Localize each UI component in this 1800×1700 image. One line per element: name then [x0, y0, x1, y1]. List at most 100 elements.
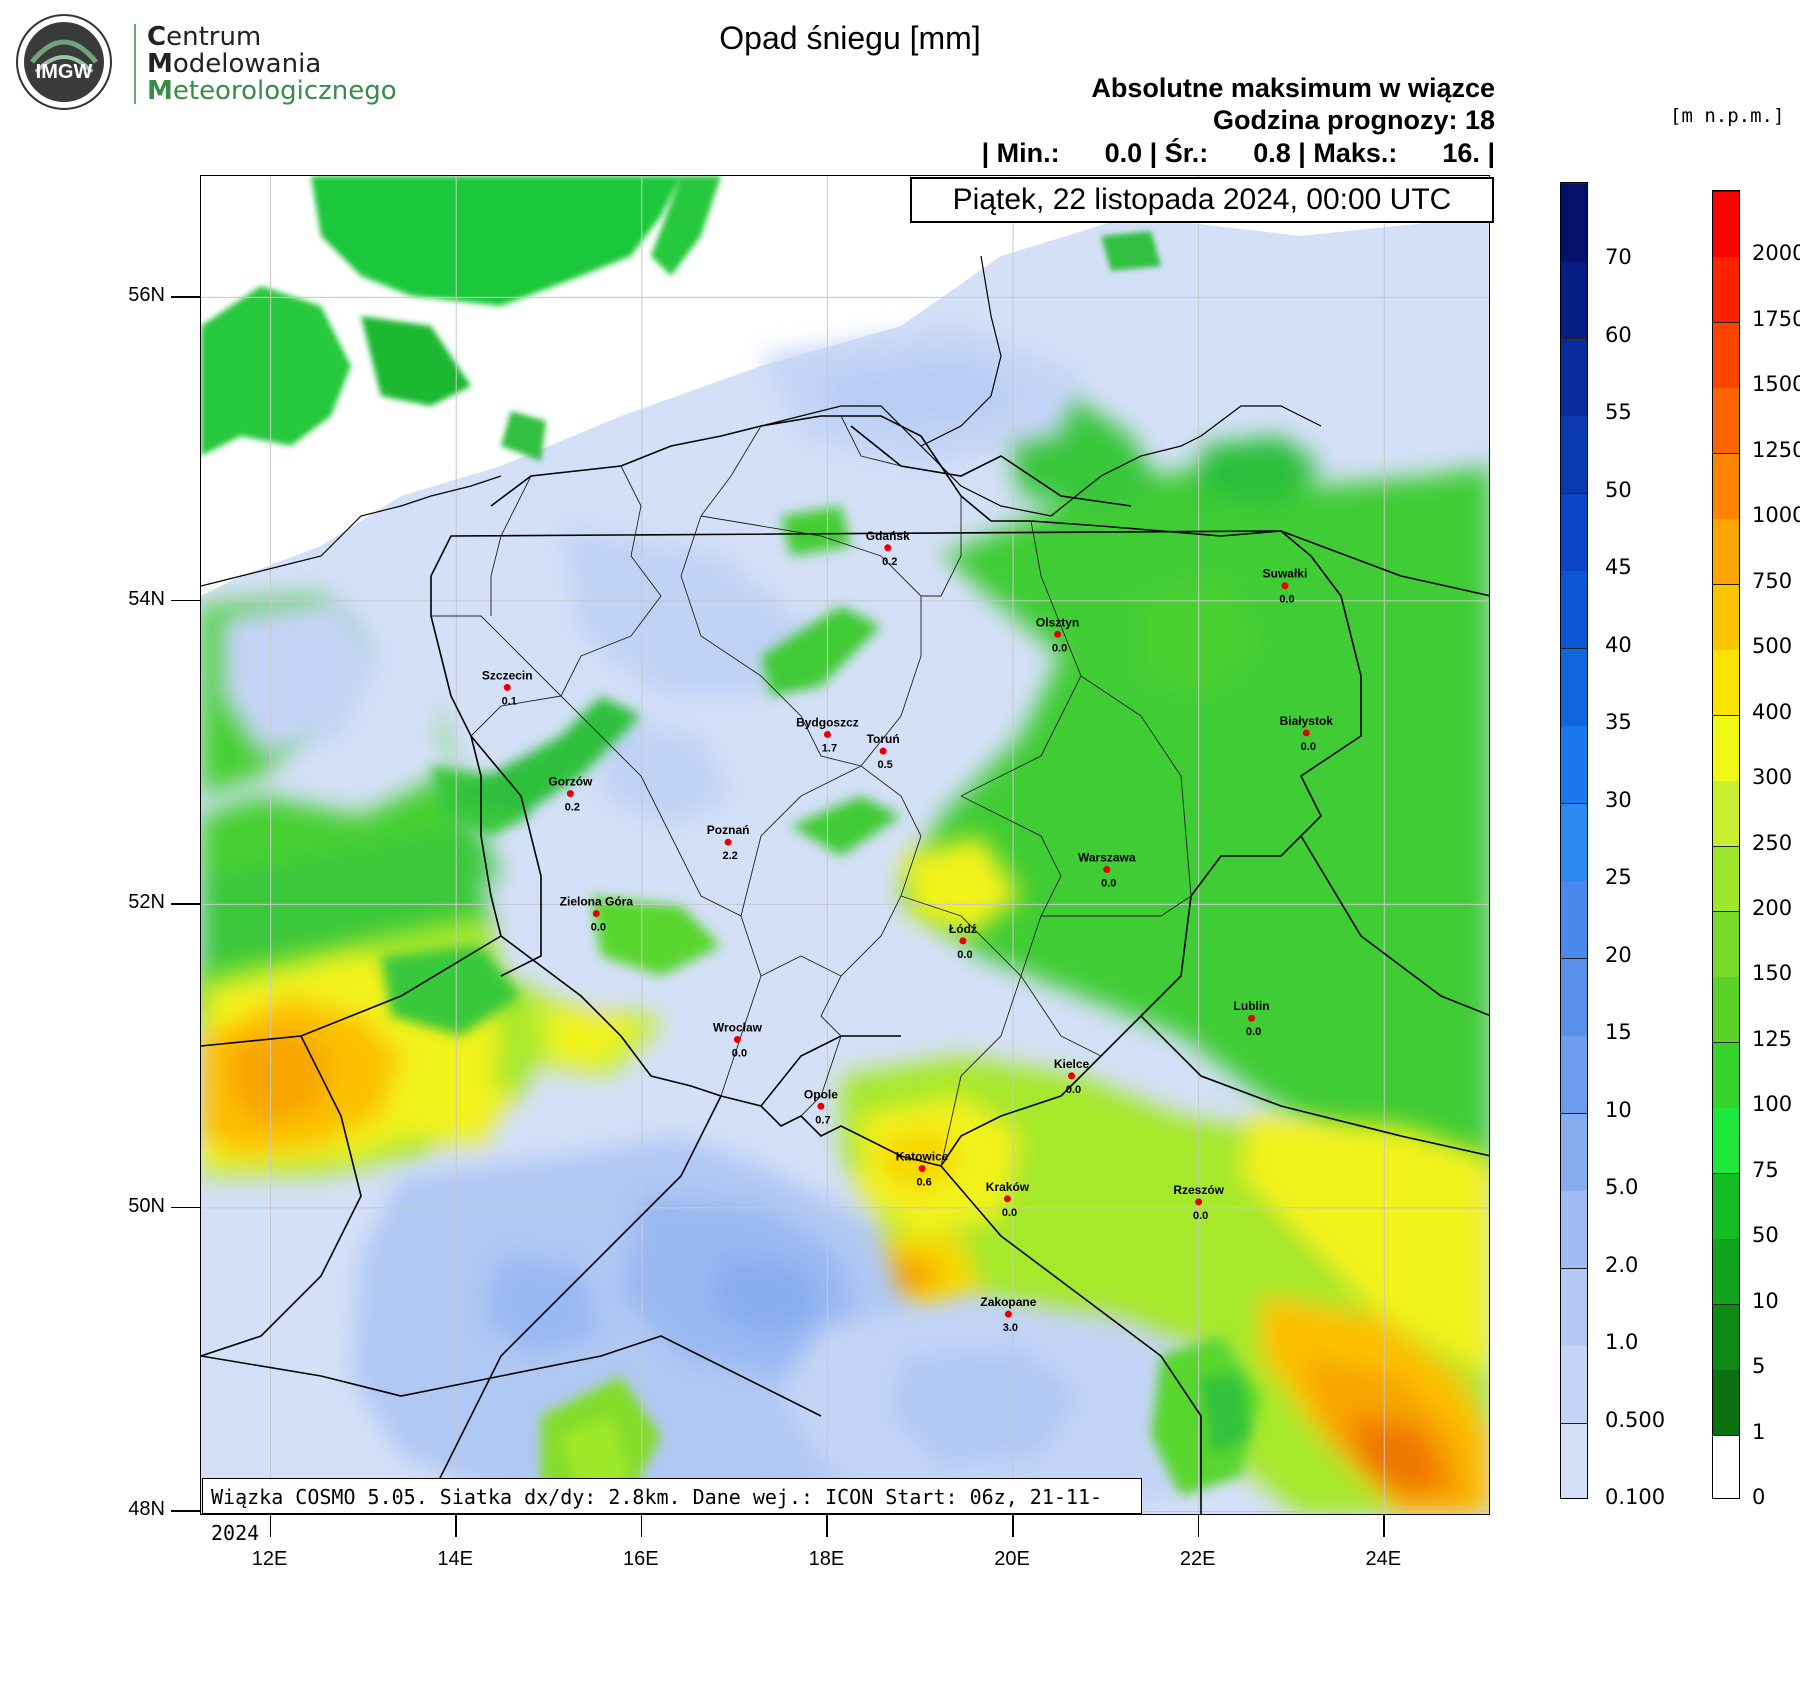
colorbar-segment [1713, 1303, 1739, 1370]
city-name: Kraków [986, 1180, 1030, 1194]
city-snow-value: 0.0 [1052, 642, 1067, 654]
colorbar-segment [1713, 845, 1739, 912]
colorbar-segment [1713, 976, 1739, 1043]
city-snow-value: 0.1 [502, 695, 517, 707]
slovakia-snow [781, 1296, 1241, 1514]
city-snow-value: 0.0 [732, 1047, 747, 1059]
colorbar-label: 150 [1752, 961, 1793, 986]
city-dot [1068, 1072, 1076, 1080]
lon-label: 20E [994, 1548, 1030, 1570]
colorbar-segment [1713, 1172, 1739, 1239]
city-dot [1248, 1014, 1256, 1022]
lon-tick [1012, 1515, 1014, 1537]
city-snow-value: 0.2 [565, 802, 580, 814]
city-name: Lublin [1234, 999, 1270, 1013]
colorbar-label: 40 [1605, 632, 1632, 657]
city-snow-value: 0.2 [882, 556, 897, 568]
colorbar-label: 1500 [1752, 372, 1800, 397]
city-marker: Bydgoszcz 1.7 [796, 715, 859, 754]
forecast-hour: Godzina prognozy: 18 [1212, 105, 1495, 135]
colorbar-segment [1713, 910, 1739, 977]
colorbar-label: 10 [1605, 1097, 1632, 1122]
city-snow-value: 0.0 [1002, 1207, 1017, 1219]
city-dot [503, 683, 511, 691]
country-borders [201, 415, 1489, 1514]
city-snow-value: 0.0 [1101, 878, 1116, 890]
lon-label: 24E [1365, 1548, 1402, 1570]
city-dot [1302, 729, 1310, 737]
city-dot [817, 1102, 825, 1110]
colorbar-label: 55 [1605, 400, 1632, 425]
logo-text: Centrum Modelowania Meteorologicznego [147, 24, 397, 105]
colorbar-segment [1561, 337, 1587, 416]
colorbar-segment [1713, 452, 1739, 519]
map-title: Opad śniegu [mm] [719, 20, 981, 56]
lat-tick [171, 1510, 200, 1512]
colorbar-segment [1561, 725, 1587, 804]
city-marker: Gorzów 0.2 [548, 775, 593, 814]
colorbar-label: 0 [1752, 1485, 1766, 1509]
colorbar-label: 35 [1605, 710, 1632, 735]
lat-tick [171, 296, 200, 298]
city-name: Olsztyn [1036, 615, 1079, 629]
lat-label: 50N [128, 1194, 165, 1217]
colorbar-label: 5 [1752, 1354, 1766, 1379]
city-snow-value: 0.5 [877, 759, 892, 771]
date-label: Piątek, 22 listopada 2024, 00:00 UTC [910, 177, 1494, 223]
city-snow-value: 0.0 [1279, 594, 1294, 606]
city-marker: Lublin 0.0 [1234, 999, 1270, 1038]
city-marker: Łódź 0.0 [949, 922, 977, 961]
colorbar-label: 1 [1752, 1419, 1766, 1444]
coastline [201, 255, 1322, 587]
colorbar-segment [1561, 1190, 1587, 1269]
central-green-pockets [381, 506, 901, 1036]
colorbar-segment [1713, 1107, 1739, 1174]
colorbar-segment [1561, 1267, 1587, 1346]
lon-label: 22E [1179, 1548, 1216, 1570]
colorbar-segment [1713, 1041, 1739, 1108]
lon-tick [640, 1515, 643, 1537]
city-snow-value: 0.7 [815, 1114, 830, 1126]
colorbar-segment [1561, 802, 1587, 881]
city-name: Kielce [1054, 1057, 1090, 1071]
colorbar-segment [1713, 1238, 1739, 1305]
city-name: Gorzów [548, 775, 593, 789]
colorbar-label: 10 [1752, 1288, 1779, 1313]
colorbar-label: 1.0 [1605, 1330, 1639, 1355]
city-dot [566, 790, 574, 798]
city-dot [1281, 582, 1289, 590]
colorbar-label: 60 [1605, 322, 1632, 347]
city-snow-value: 0.0 [1301, 741, 1316, 753]
colorbar-segment [1561, 1422, 1587, 1498]
lon-tick [269, 1515, 272, 1537]
colorbar-label: 200 [1752, 895, 1793, 920]
city-snow-value: 0.6 [916, 1176, 931, 1188]
city-snow-value: 3.0 [1003, 1322, 1018, 1334]
map-subtitle: Absolutne maksimum w wiązce [1091, 73, 1495, 103]
stats-line: | Min.: 0.0 | Śr.: 0.8 | Maks.: 16. | [981, 138, 1495, 168]
lon-label: 16E [623, 1548, 659, 1570]
lon-label: 18E [808, 1548, 845, 1570]
colorbar-segment [1713, 714, 1739, 781]
city-marker: Katowice 0.6 [896, 1149, 949, 1188]
city-name: Toruń [867, 732, 900, 746]
city-marker: Zakopane 3.0 [980, 1295, 1036, 1334]
cities-layer: Gdańsk 0.2 Suwałki 0.0 Olsztyn 0.0 Szczecin 0.1… [482, 529, 1333, 1334]
colorbar-segment [1561, 570, 1587, 649]
city-snow-value: 0.0 [957, 949, 972, 961]
model-footer: Wiązka COSMO 5.05. Siatka dx/dy: 2.8km. … [202, 1478, 1142, 1545]
lat-label: 48N [128, 1498, 165, 1521]
colorbar-label: 250 [1752, 830, 1793, 855]
city-dot [879, 747, 887, 755]
city-snow-value: 0.0 [1193, 1210, 1208, 1222]
elevation-unit-label: [m n.p.m.] [1670, 105, 1785, 127]
colorbar-label: 1000 [1752, 503, 1800, 528]
city-snow-value: 0.0 [1246, 1026, 1261, 1038]
colorbar-label: 5.0 [1605, 1175, 1639, 1200]
colorbar-label: 100 [1752, 1092, 1793, 1117]
colorbar-label: 0.500 [1605, 1407, 1666, 1432]
city-snow-value: 1.7 [822, 742, 837, 754]
map-canvas: Gdańsk 0.2 Suwałki 0.0 Olsztyn 0.0 Szczecin 0.1… [201, 176, 1489, 1514]
city-marker: Szczecin 0.1 [482, 668, 533, 707]
city-snow-value: 0.0 [591, 922, 606, 934]
